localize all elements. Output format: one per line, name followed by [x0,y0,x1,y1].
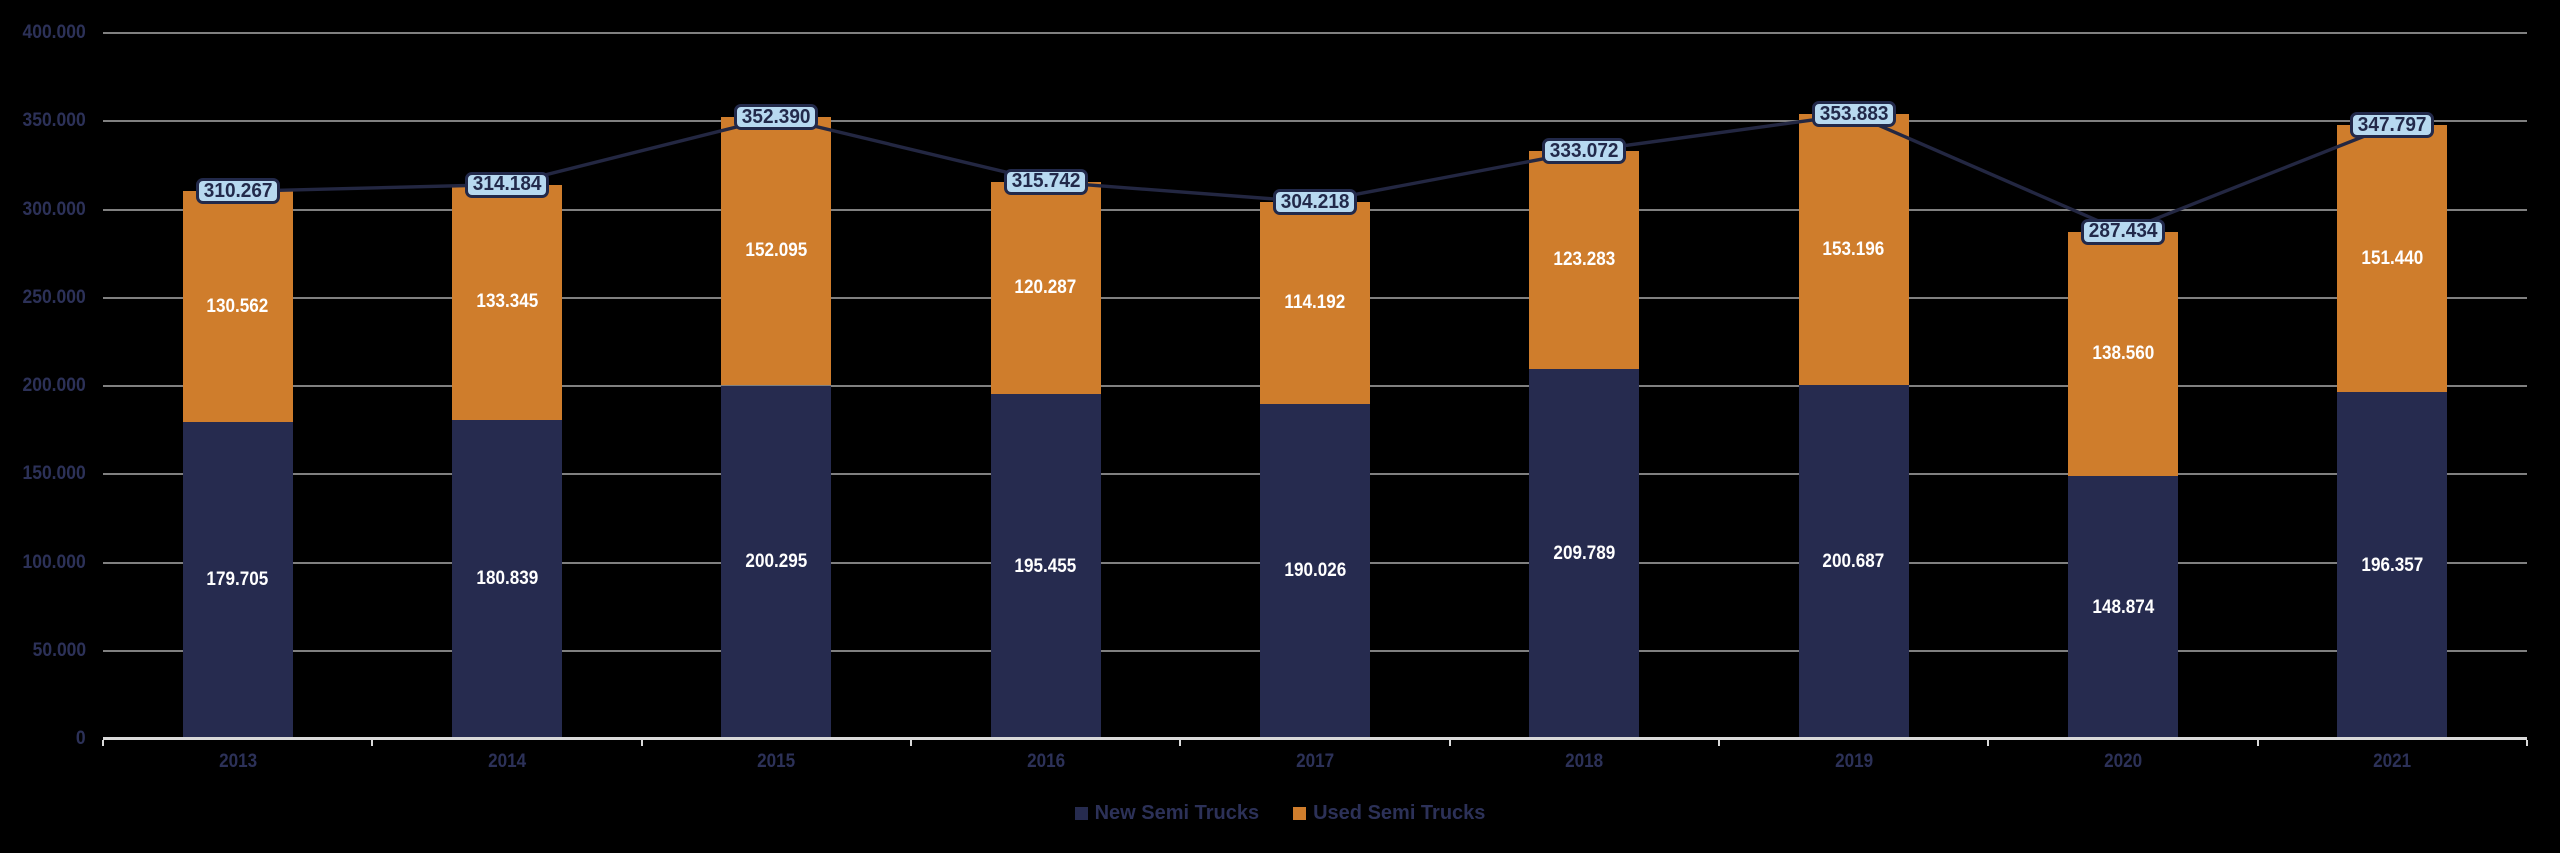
bar-segment-new[interactable] [1529,368,1640,738]
y-axis-label: 200.000 [22,375,86,396]
gridline [103,120,2527,123]
legend-swatch-icon [1293,806,1307,820]
total-callout: 333.072 [1542,138,1627,165]
bar-label-new: 209.789 [1553,542,1616,564]
total-callout: 353.883 [1811,101,1896,128]
x-axis-label: 2016 [1026,751,1065,772]
y-axis-label: 150.000 [22,463,86,485]
x-axis-tick [2526,740,2528,746]
legend-item[interactable]: Used Semi Trucks [1293,802,1485,825]
bar-segment-new[interactable] [721,385,832,738]
bar-label-new: 148.874 [2092,596,2154,618]
bar-segment-used[interactable] [2337,125,2448,393]
bar-segment-used[interactable] [1798,114,1909,385]
bar-label-used: 123.283 [1553,248,1616,270]
total-callout: 352.390 [734,104,819,130]
x-axis-tick [910,740,912,746]
bar-segment-new[interactable] [1798,384,1909,738]
x-axis-tick [1718,740,1720,746]
bar-segment-used[interactable] [452,184,562,420]
bar-segment-used[interactable] [182,191,293,422]
bar-label-used: 153.196 [1822,238,1885,260]
y-axis-label: 100.000 [22,551,86,573]
bar-segment-new[interactable] [990,394,1101,738]
bar-label-used: 120.287 [1014,276,1077,298]
x-axis-label: 2020 [2103,751,2143,772]
x-axis-tick [1448,740,1451,746]
bar-segment-new[interactable] [182,421,293,738]
bar-segment-used[interactable] [1260,202,1370,404]
x-axis-tick [1179,740,1182,746]
bar-label-used: 130.562 [206,295,269,317]
legend-swatch-icon [1074,806,1088,820]
bar-segment-new[interactable] [1260,403,1370,738]
legend-label: New Semi Trucks [1094,801,1260,824]
x-axis-tick [371,740,374,746]
bar-label-used: 114.192 [1284,291,1346,313]
bar-label-new: 179.705 [206,569,269,591]
total-callout: 304.218 [1273,189,1357,216]
total-callout: 310.267 [195,178,280,205]
x-axis-label: 2017 [1295,751,1335,772]
bar-segment-used[interactable] [990,181,1101,394]
x-axis-line [103,737,2527,740]
bar-segment-used[interactable] [1529,151,1640,369]
x-axis-tick [1987,740,1990,746]
x-axis-label: 2018 [1565,751,1604,772]
y-axis-label: 0 [76,728,86,749]
x-axis-tick [102,740,104,746]
bar-segment-used[interactable] [721,117,832,386]
total-callout: 347.797 [2350,112,2435,139]
total-callout: 315.742 [1003,168,1088,195]
x-axis-label: 2019 [1834,751,1873,772]
x-axis-label: 2021 [2373,751,2412,772]
bar-label-new: 195.455 [1014,555,1077,577]
x-axis-tick [640,740,643,746]
y-axis-label: 350.000 [22,110,86,132]
bar-label-new: 180.839 [476,568,538,590]
total-callout: 287.434 [2081,218,2165,245]
bar-label-new: 190.026 [1284,560,1346,582]
legend: New Semi Trucks Used Semi Trucks [0,800,2560,826]
y-axis-label: 300.000 [22,198,86,220]
bar-label-used: 138.560 [2092,343,2154,364]
total-callout: 314.184 [465,171,549,198]
bar-label-used: 133.345 [476,291,538,313]
bar-segment-used[interactable] [2068,231,2178,477]
y-axis-label: 250.000 [22,286,86,308]
y-axis-label: 400.000 [22,22,86,43]
bar-segment-new[interactable] [452,419,562,738]
gridline [103,32,2527,34]
bar-segment-new[interactable] [2068,476,2178,738]
legend-label: Used Semi Trucks [1313,801,1486,824]
y-axis-label: 50.000 [32,639,86,661]
bar-label-used: 152.095 [745,240,808,262]
legend-item[interactable]: New Semi Trucks [1074,801,1260,825]
bar-label-used: 151.440 [2361,247,2424,269]
bar-label-new: 196.357 [2361,554,2424,576]
bar-segment-new[interactable] [2337,392,2448,738]
x-axis-label: 2014 [487,751,527,772]
x-axis-label: 2013 [218,751,257,772]
bar-label-new: 200.687 [1822,550,1885,572]
x-axis-tick [2256,740,2259,746]
x-axis-label: 2015 [757,751,796,772]
bar-label-new: 200.295 [745,551,808,573]
